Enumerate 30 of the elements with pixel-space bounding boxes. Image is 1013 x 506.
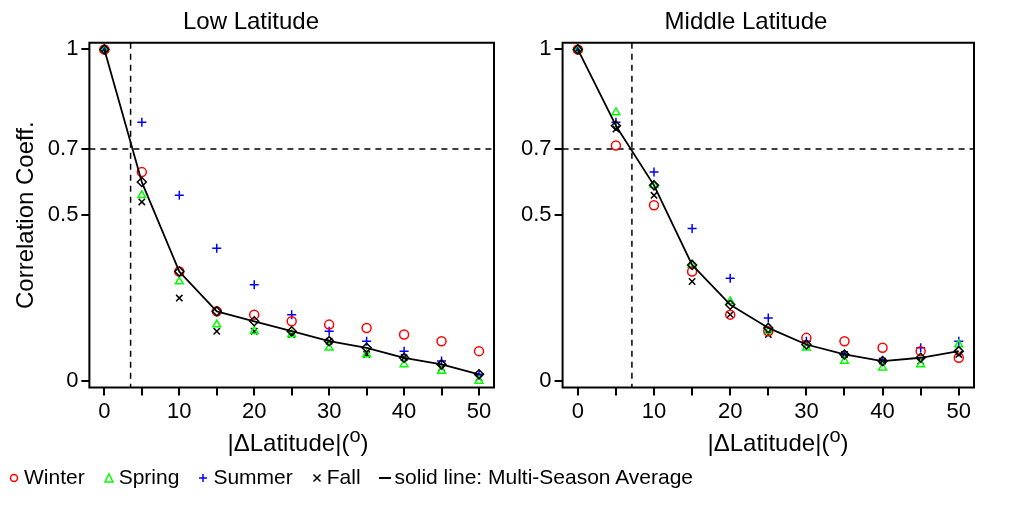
x-tick-label: 50: [946, 397, 971, 423]
legend-label: Winter: [23, 465, 85, 488]
x-tick-label: 20: [717, 397, 743, 423]
y-tick-label: 1: [539, 35, 552, 61]
x-tick-label: 0: [571, 397, 584, 423]
x-tick-label: 0: [98, 397, 111, 423]
y-tick-label: 0: [66, 367, 79, 393]
x-tick-label: 10: [167, 397, 192, 423]
y-tick-label: 0.7: [47, 134, 79, 160]
x-tick-label: 50: [466, 397, 492, 423]
legend-label: Spring: [117, 465, 180, 488]
x-tick-label: 40: [870, 397, 895, 423]
y-tick-label: 0.5: [520, 201, 552, 227]
legend-label: Fall: [325, 465, 361, 488]
y-tick-label: 0.7: [520, 134, 552, 160]
y-axis-title: Correlation Coeff.: [11, 121, 39, 310]
y-tick-label: 0.5: [47, 201, 79, 227]
x-tick-label: 30: [316, 397, 342, 423]
x-tick-label: 10: [641, 397, 667, 423]
legend-label: Summer: [212, 465, 293, 488]
x-tick-label: 30: [794, 397, 819, 423]
y-tick-label: 0: [539, 367, 552, 393]
x-tick-label: 40: [391, 397, 417, 423]
chart-title: Middle Latitude: [664, 7, 828, 35]
x-axis-title: |ΔLatitude|($^{o}$): [226, 424, 370, 457]
y-tick-label: 1: [66, 35, 79, 61]
chart-title: Low Latitude: [182, 7, 320, 35]
x-tick-label: 20: [241, 397, 267, 423]
x-axis-title: |ΔLatitude|($^{o}$): [706, 424, 850, 457]
legend-label: solid line: Multi-Season Average: [393, 465, 694, 488]
